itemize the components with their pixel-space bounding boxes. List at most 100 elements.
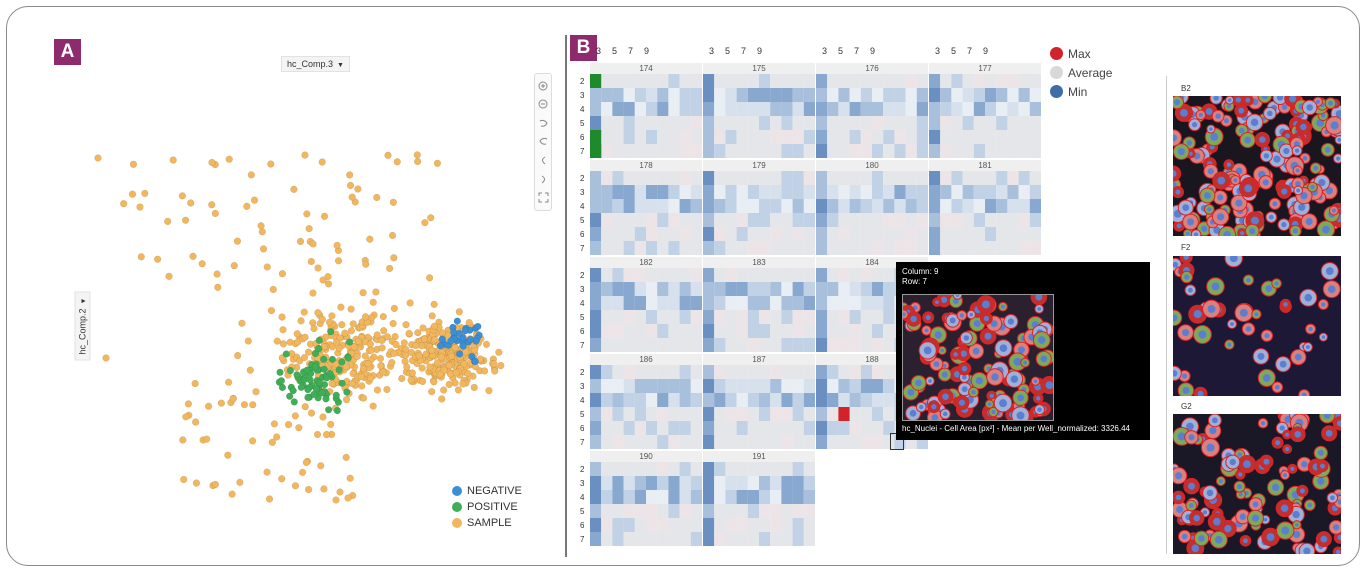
well-cell[interactable] (759, 227, 771, 241)
well-cell[interactable] (725, 116, 737, 130)
well-cell[interactable] (736, 462, 748, 476)
sample-point[interactable] (301, 151, 309, 159)
sample-point[interactable] (338, 321, 346, 329)
well-cell[interactable] (951, 74, 963, 88)
thumbnail-image-f2[interactable] (1173, 256, 1341, 396)
well-cell[interactable] (646, 241, 658, 255)
well-cell[interactable] (872, 365, 884, 379)
well-cell[interactable] (816, 296, 828, 310)
well-cell[interactable] (1007, 74, 1019, 88)
well-cell[interactable] (703, 532, 715, 546)
well-cell[interactable] (747, 74, 759, 88)
well-cell[interactable] (849, 74, 861, 88)
sample-point[interactable] (230, 262, 238, 270)
well-cell-max[interactable] (838, 407, 850, 421)
well-cell[interactable] (1018, 199, 1030, 213)
well-cell[interactable] (623, 379, 635, 393)
well-cell[interactable] (657, 504, 669, 518)
well-cell[interactable] (634, 338, 646, 352)
well-cell[interactable] (816, 241, 828, 255)
well-cell[interactable] (747, 310, 759, 324)
well-cell[interactable] (759, 102, 771, 116)
well-cell[interactable] (590, 324, 602, 338)
well-cell[interactable] (770, 435, 782, 449)
well-cell[interactable] (736, 144, 748, 158)
sample-point[interactable] (348, 379, 356, 388)
well-cell[interactable] (1018, 171, 1030, 185)
well-cell[interactable] (872, 435, 884, 449)
well-cell[interactable] (929, 116, 941, 130)
well-cell[interactable] (623, 504, 635, 518)
sample-point[interactable] (236, 478, 244, 486)
sample-point[interactable] (377, 362, 385, 370)
well-cell[interactable] (1018, 130, 1030, 144)
sample-point[interactable] (419, 324, 427, 332)
well-cell[interactable] (747, 393, 759, 407)
well-cell[interactable] (872, 421, 884, 435)
negative-point[interactable] (459, 342, 467, 350)
well-cell[interactable] (634, 435, 646, 449)
well-cell[interactable] (747, 296, 759, 310)
well-cell[interactable] (759, 199, 771, 213)
well-cell[interactable] (590, 365, 602, 379)
sample-point[interactable] (402, 321, 410, 329)
well-cell[interactable] (623, 144, 635, 158)
well-cell[interactable] (612, 282, 624, 296)
well-cell[interactable] (849, 310, 861, 324)
well-cell[interactable] (872, 130, 884, 144)
well-cell[interactable] (860, 88, 872, 102)
well-cell[interactable] (816, 338, 828, 352)
well-cell[interactable] (725, 490, 737, 504)
positive-point[interactable] (303, 366, 311, 374)
sample-point[interactable] (294, 338, 302, 346)
well-cell[interactable] (703, 74, 715, 88)
well-cell[interactable] (690, 282, 702, 296)
well-cell[interactable] (590, 435, 602, 449)
well-cell[interactable] (894, 185, 906, 199)
well-cell[interactable] (668, 338, 680, 352)
well-cell[interactable] (601, 338, 613, 352)
well-cell[interactable] (781, 338, 793, 352)
well-cell[interactable] (816, 185, 828, 199)
positive-point[interactable] (332, 391, 340, 399)
well-cell[interactable] (1007, 241, 1019, 255)
well-cell[interactable] (725, 102, 737, 116)
well-cell[interactable] (894, 102, 906, 116)
well-cell[interactable] (770, 324, 782, 338)
well-cell[interactable] (1029, 74, 1041, 88)
well-cell[interactable] (668, 518, 680, 532)
sample-point[interactable] (433, 159, 442, 167)
sample-point[interactable] (318, 315, 326, 323)
well-cell[interactable] (827, 199, 839, 213)
well-cell[interactable] (1018, 241, 1030, 255)
sample-point[interactable] (263, 468, 271, 476)
well-cell[interactable] (690, 504, 702, 518)
well-cell[interactable] (905, 241, 917, 255)
well-cell[interactable] (714, 171, 726, 185)
sample-point[interactable] (303, 210, 311, 218)
well-cell[interactable] (736, 532, 748, 546)
well-cell[interactable] (883, 379, 895, 393)
well-cell[interactable] (849, 282, 861, 296)
sample-point[interactable] (249, 401, 257, 409)
well-cell[interactable] (690, 379, 702, 393)
sample-point[interactable] (238, 319, 246, 327)
sample-point[interactable] (258, 228, 266, 236)
well-cell[interactable] (736, 324, 748, 338)
well-cell[interactable] (962, 74, 974, 88)
well-cell[interactable] (679, 393, 691, 407)
well-cell[interactable] (668, 504, 680, 518)
well-cell[interactable] (714, 102, 726, 116)
sample-point[interactable] (273, 433, 281, 441)
positive-point[interactable] (297, 383, 305, 392)
well-cell[interactable] (816, 199, 828, 213)
well-cell[interactable] (803, 365, 815, 379)
sample-point[interactable] (180, 475, 188, 484)
positive-point[interactable] (328, 355, 337, 364)
well-cell[interactable] (849, 185, 861, 199)
well-cell[interactable] (714, 532, 726, 546)
well-cell[interactable] (816, 130, 828, 144)
well-cell[interactable] (1018, 88, 1030, 102)
well-cell[interactable] (872, 102, 884, 116)
well-cell[interactable] (849, 116, 861, 130)
